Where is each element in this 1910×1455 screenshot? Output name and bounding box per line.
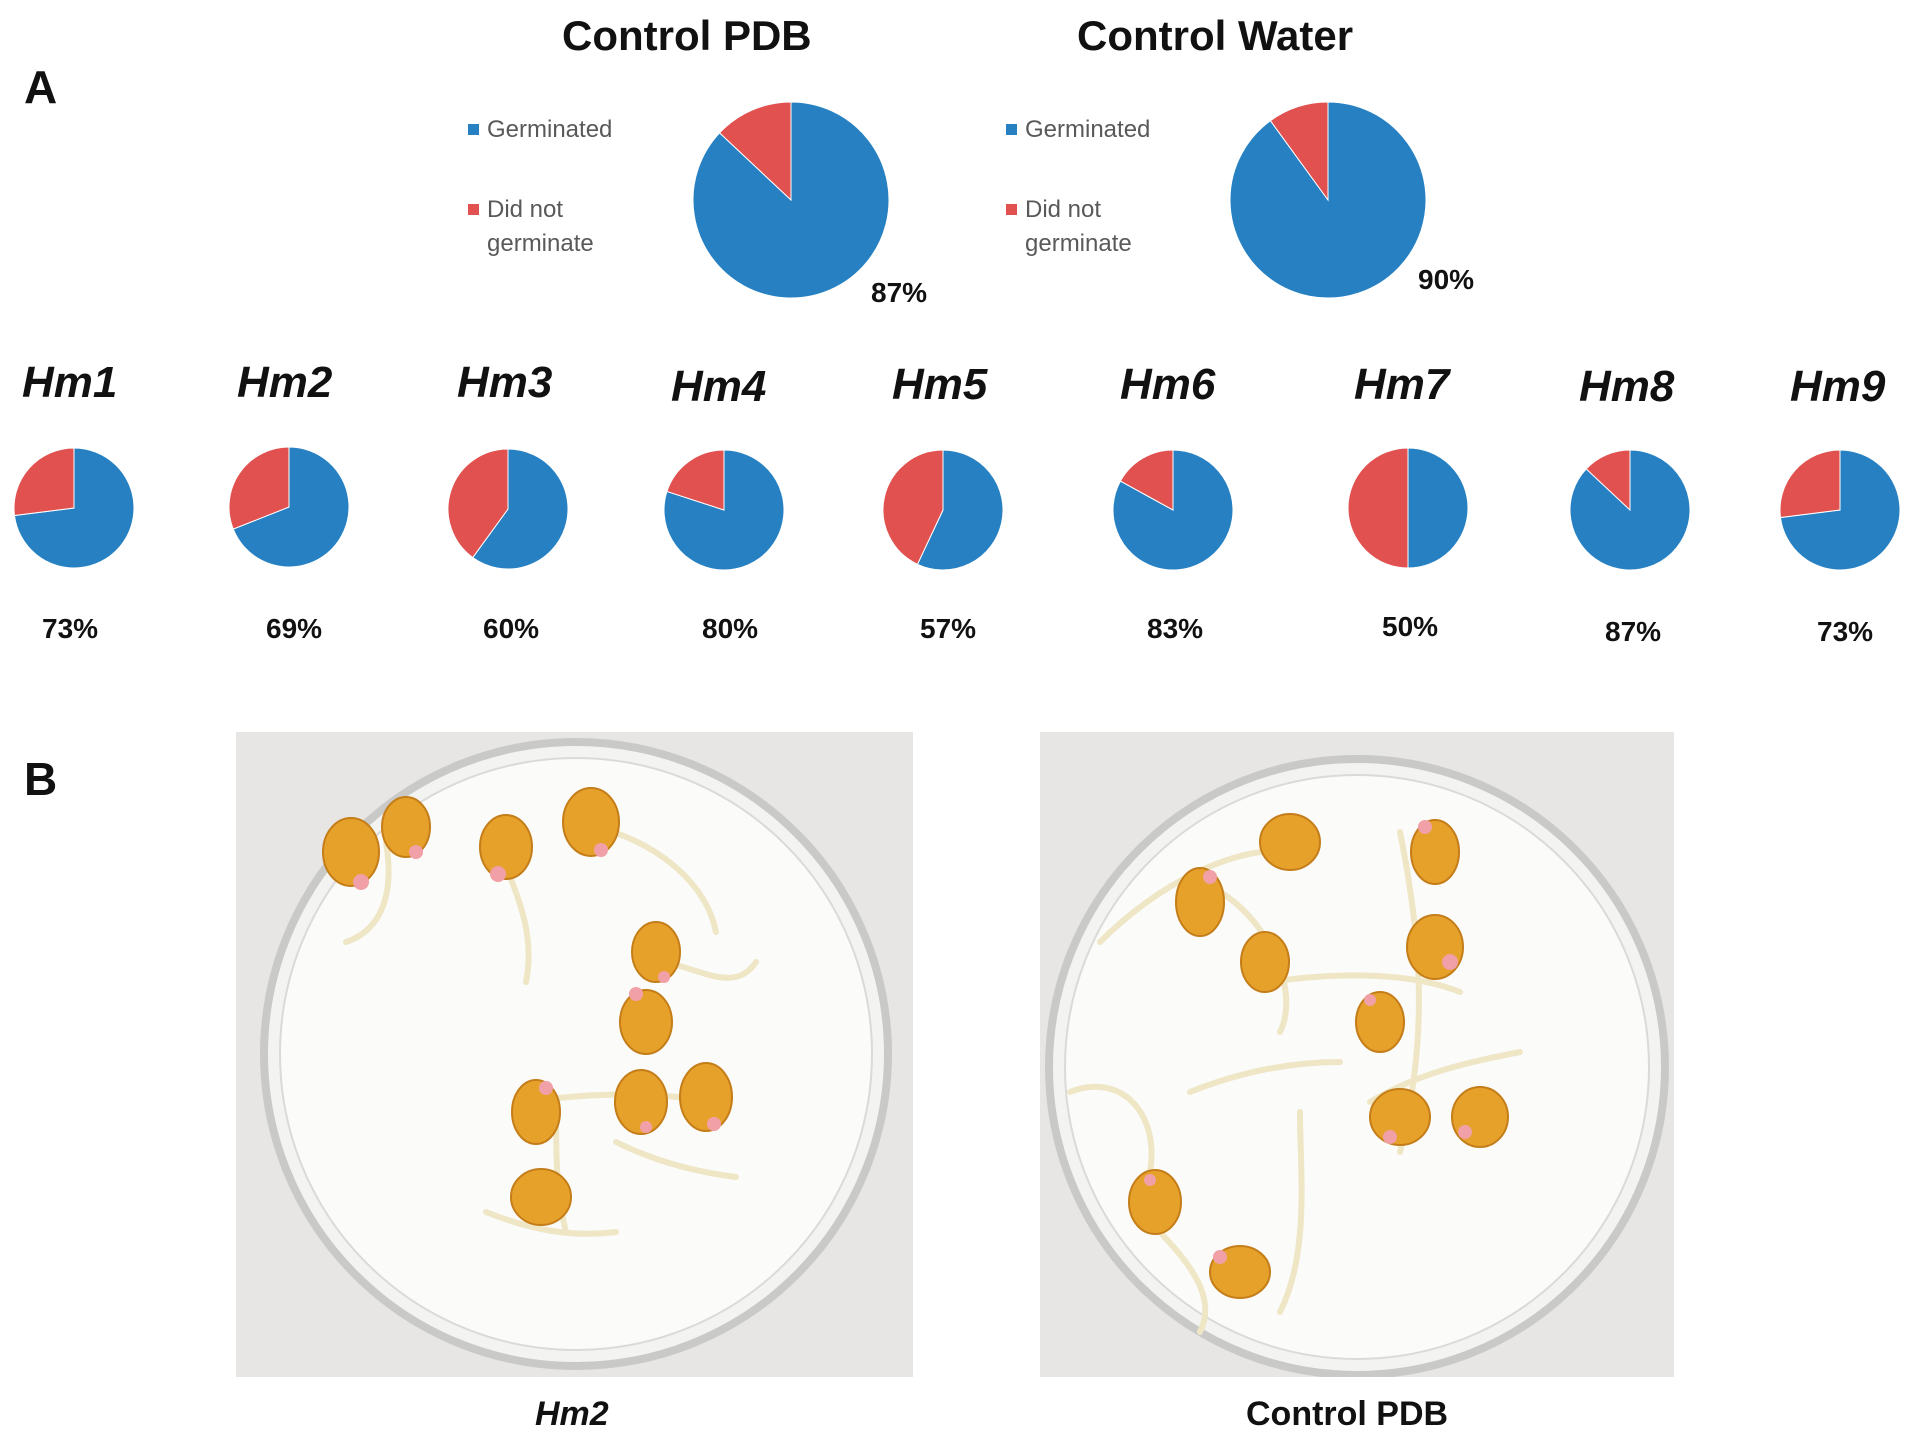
pie-slice-germinated (1407, 447, 1469, 569)
hm1-label: Hm1 (22, 358, 118, 407)
pie-chart-hm8 (1569, 449, 1691, 571)
petri-dish-photo-control-pdb (1040, 732, 1674, 1377)
pie-slice-germinated (692, 101, 890, 299)
pie-chart-hm5 (882, 449, 1004, 571)
pie-slice-did-not-germinate (1347, 447, 1409, 569)
photo-caption-control-pdb: Control PDB (1246, 1395, 1449, 1433)
pct-control-water: 90% (1418, 264, 1475, 295)
pie-chart-hm6 (1112, 449, 1234, 571)
pct-hm3: 60% (483, 613, 540, 644)
control-pdb-legend: Germinated Did not germinate (468, 113, 617, 307)
pct-hm2: 69% (266, 613, 323, 644)
pie-slice-did-not-germinate (718, 101, 792, 202)
petri-dish-photo-icon (1040, 732, 1674, 1377)
pct-hm7: 50% (1382, 611, 1439, 642)
pct-hm5: 57% (920, 613, 977, 644)
pie-slice-did-not-germinate (1119, 449, 1174, 511)
pie-chart-hm1 (13, 447, 135, 569)
pie-slice-did-not-germinate (882, 449, 944, 565)
hm4-label: Hm4 (671, 362, 767, 411)
legend-swatch-germinated (468, 124, 479, 135)
pie-chart-hm3 (447, 448, 569, 570)
hm8-label: Hm8 (1579, 362, 1675, 411)
hm2-label: Hm2 (237, 358, 333, 407)
pie-slice-germinated (916, 449, 1004, 571)
hm7-label: Hm7 (1354, 360, 1450, 409)
pie-slice-did-not-germinate (228, 446, 290, 530)
hm6-label: Hm6 (1120, 360, 1216, 409)
pct-hm8: 87% (1605, 616, 1662, 647)
petri-dish-photo-hm2 (236, 732, 913, 1377)
hm3-label: Hm3 (457, 358, 553, 407)
pie-slice-did-not-germinate (1269, 101, 1329, 202)
pie-chart-hm2 (228, 446, 350, 568)
control-pdb-title: Control PDB (562, 12, 812, 59)
hm5-label: Hm5 (892, 360, 988, 409)
pct-hm1: 73% (42, 613, 99, 644)
control-water-title: Control Water (1077, 12, 1354, 59)
pie-slice-did-not-germinate (1779, 449, 1841, 519)
legend-swatch-did-not-germinate (1006, 204, 1017, 215)
pie-chart-control-pdb (692, 101, 890, 299)
panel-b-label: B (24, 753, 58, 805)
legend-label-germinated: Germinated (1025, 116, 1151, 143)
pie-slice-did-not-germinate (1585, 449, 1631, 512)
pct-hm6: 83% (1147, 613, 1204, 644)
legend-item-did-not-germinate: Did not germinate (1006, 193, 1155, 261)
pie-chart-hm9 (1779, 449, 1901, 571)
legend-label-germinated: Germinated (487, 116, 613, 143)
legend-label-did-not-germinate: Did not germinate (1025, 196, 1132, 257)
legend-swatch-did-not-germinate (468, 204, 479, 215)
pct-hm9: 73% (1817, 616, 1874, 647)
pct-hm4: 80% (702, 613, 759, 644)
pie-slice-did-not-germinate (13, 447, 75, 517)
control-water-legend: Germinated Did not germinate (1006, 113, 1155, 307)
pie-slice-did-not-germinate (447, 448, 509, 559)
pie-chart-hm7 (1347, 447, 1469, 569)
pie-slice-germinated (663, 449, 785, 571)
pie-chart-hm4 (663, 449, 785, 571)
pie-chart-control-water (1229, 101, 1427, 299)
pie-slice-germinated (472, 448, 569, 570)
legend-swatch-germinated (1006, 124, 1017, 135)
panel-a-label: A (24, 61, 58, 113)
pie-slice-did-not-germinate (666, 449, 725, 511)
pie-slice-germinated (232, 446, 350, 568)
legend-item-did-not-germinate: Did not germinate (468, 193, 617, 261)
pct-control-pdb: 87% (871, 277, 928, 308)
photo-caption-hm2: Hm2 (535, 1395, 609, 1433)
hm9-label: Hm9 (1790, 362, 1886, 411)
legend-label-did-not-germinate: Did not germinate (487, 196, 594, 257)
legend-item-germinated: Germinated (468, 113, 617, 147)
petri-dish-photo-icon (236, 732, 913, 1377)
legend-item-germinated: Germinated (1006, 113, 1155, 147)
